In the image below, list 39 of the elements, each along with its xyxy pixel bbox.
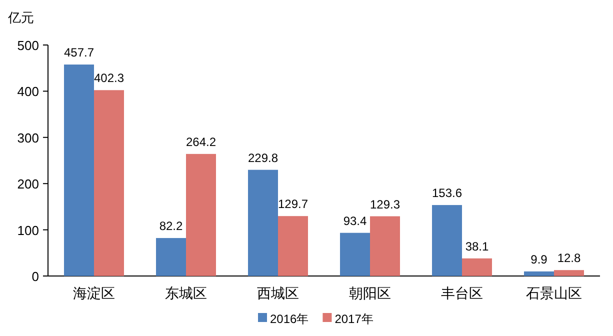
data-label: 9.9 bbox=[530, 252, 548, 266]
data-label: 153.6 bbox=[432, 186, 462, 200]
bar bbox=[156, 238, 186, 276]
data-label: 457.7 bbox=[64, 46, 94, 60]
data-label: 402.3 bbox=[94, 71, 124, 86]
bar bbox=[370, 216, 400, 276]
bar bbox=[524, 271, 554, 276]
data-label: 93.4 bbox=[343, 214, 367, 228]
data-label: 38.1 bbox=[465, 239, 489, 254]
data-label: 82.2 bbox=[159, 219, 183, 234]
y-axis-title: 亿元 bbox=[7, 10, 34, 25]
x-tick-label: 朝阳区 bbox=[349, 285, 391, 301]
y-tick-label: 100 bbox=[17, 222, 39, 238]
data-label: 129.7 bbox=[278, 197, 308, 212]
x-tick-label: 西城区 bbox=[257, 285, 299, 301]
bar bbox=[554, 270, 584, 276]
bar bbox=[340, 232, 370, 276]
y-tick-label: 500 bbox=[17, 38, 39, 53]
x-tick-label: 石景山区 bbox=[526, 285, 582, 301]
legend-label: 2017年 bbox=[334, 312, 374, 326]
x-tick-label: 丰台区 bbox=[441, 285, 483, 301]
x-tick-label: 海淀区 bbox=[73, 285, 115, 301]
bar bbox=[462, 258, 492, 276]
data-label: 229.8 bbox=[248, 150, 278, 165]
y-tick-label: 0 bbox=[32, 269, 39, 284]
bar bbox=[94, 90, 124, 276]
y-tick-label: 400 bbox=[17, 84, 39, 100]
bar bbox=[186, 154, 216, 276]
bar bbox=[278, 216, 308, 276]
bar bbox=[64, 64, 94, 276]
bar bbox=[248, 170, 278, 276]
x-tick-label: 东城区 bbox=[165, 285, 207, 301]
bar bbox=[432, 205, 462, 276]
legend-label: 2016年 bbox=[270, 312, 309, 326]
y-tick-label: 200 bbox=[17, 176, 39, 192]
data-label: 264.2 bbox=[186, 134, 216, 149]
data-label: 129.3 bbox=[370, 197, 400, 212]
data-label: 12.8 bbox=[557, 251, 581, 266]
y-tick-label: 300 bbox=[17, 130, 39, 146]
